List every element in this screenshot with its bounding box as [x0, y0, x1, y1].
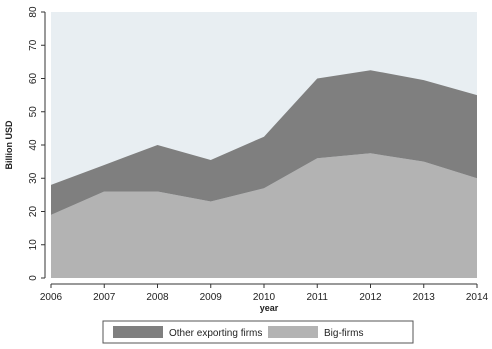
y-axis: 0 10 20 30 40 50 60 70 80: [28, 6, 46, 281]
y-axis-title: Billion USD: [4, 120, 14, 169]
legend-label-big-firms: Big-firms: [324, 328, 363, 339]
x-tick-label: 2011: [306, 292, 328, 303]
x-tick-label: 2007: [93, 292, 116, 303]
x-tick-label: 2006: [40, 292, 63, 303]
y-tick-label: 0: [28, 275, 39, 281]
area-big-firms: [51, 153, 477, 278]
y-tick-label: 50: [28, 106, 39, 118]
legend-swatch-other-exporting-firms: [113, 326, 163, 338]
area-other-exporting-firms: [51, 70, 477, 215]
y-tick-label: 20: [28, 206, 39, 218]
legend-label-other-exporting-firms: Other exporting firms: [169, 328, 262, 339]
x-tick-label: 2008: [146, 292, 169, 303]
y-tick-label: 60: [28, 73, 39, 85]
legend-box: [102, 320, 414, 344]
y-tick-label: 80: [28, 6, 39, 18]
area-layers: [51, 70, 477, 278]
y-tick-label: 30: [28, 172, 39, 184]
y-tick-label: 10: [28, 239, 39, 251]
y-tick-label: 40: [28, 139, 39, 151]
x-tick-label: 2012: [359, 292, 382, 303]
x-tick-label: 2009: [200, 292, 223, 303]
x-tick-label: 2014: [466, 292, 489, 303]
x-axis-title: year: [260, 303, 279, 313]
x-tick-label: 2010: [253, 292, 276, 303]
x-axis: 2006 2007 2008 2009 2010 2011 2012 2013 2014: [40, 283, 489, 303]
x-tick-label: 2013: [413, 292, 436, 303]
legend-swatch-big-firms: [268, 326, 318, 338]
legend: Other exporting firms Big-firms: [102, 320, 414, 344]
y-tick-label: 70: [28, 39, 39, 51]
